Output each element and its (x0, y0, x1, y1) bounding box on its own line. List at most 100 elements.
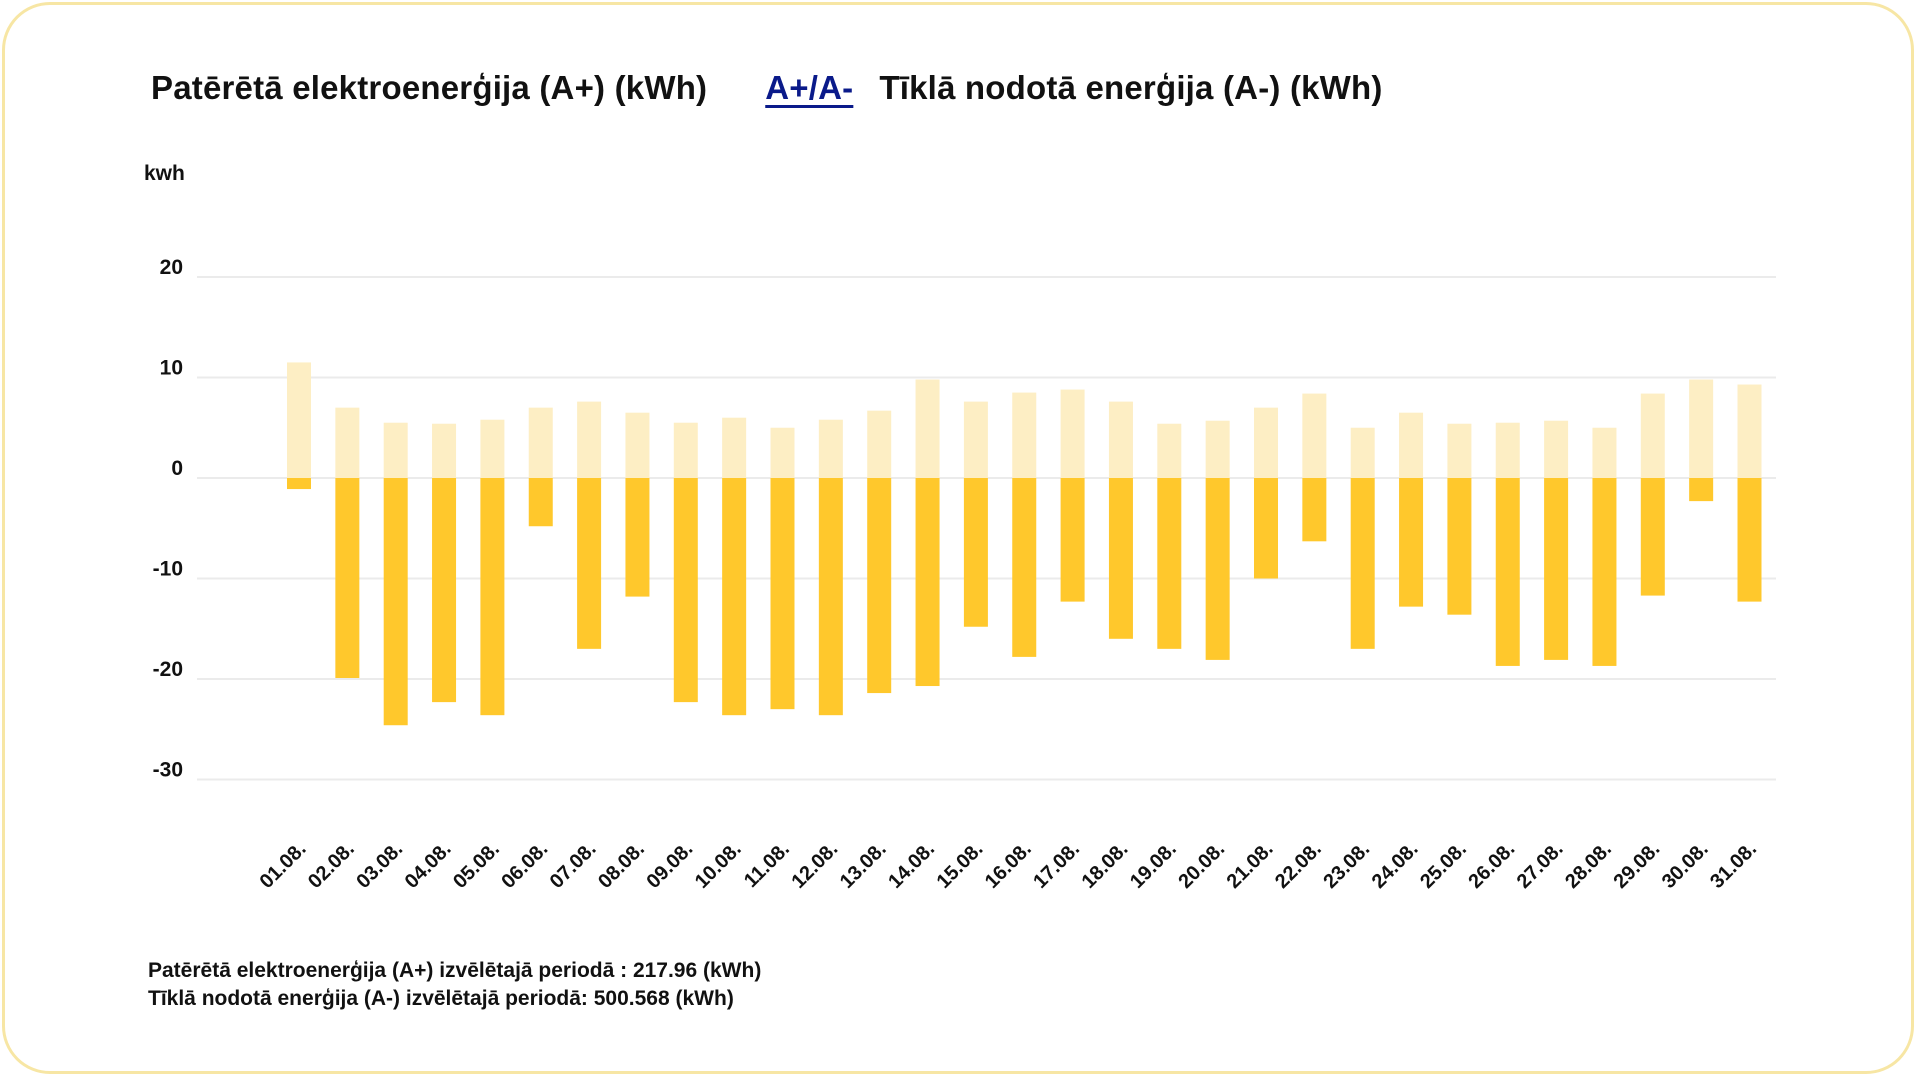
x-tick-label: 03.08. (352, 838, 407, 893)
bar-consumed (1495, 422, 1520, 478)
bar-returned (1157, 478, 1182, 649)
bar-returned (577, 478, 602, 649)
bar-consumed (1302, 393, 1327, 478)
x-tick-label: 13.08. (836, 838, 891, 893)
series-toggle-link[interactable]: A+/A- (765, 69, 854, 106)
chart-header: Patērētā elektroenerģija (A+) (kWh) A+/A… (151, 69, 1383, 107)
bar-returned (1592, 478, 1617, 666)
bar-returned (673, 478, 698, 703)
x-tick-label: 19.08. (1126, 838, 1181, 893)
x-tick-label: 08.08. (594, 838, 649, 893)
y-tick-label: -30 (153, 759, 183, 782)
bar-returned (1350, 478, 1375, 649)
x-tick-label: 23.08. (1319, 838, 1374, 893)
bar-returned (770, 478, 795, 710)
bar-consumed (1254, 407, 1278, 478)
bar-returned (1108, 478, 1133, 639)
x-tick-label: 07.08. (546, 838, 601, 893)
x-tick-label: 10.08. (691, 838, 746, 893)
bar-returned (1495, 478, 1520, 666)
bar-returned (625, 478, 650, 597)
bar-consumed (1737, 384, 1762, 478)
y-tick-label: 0 (171, 457, 183, 480)
bar-consumed (1399, 412, 1424, 478)
bar-returned (528, 478, 553, 527)
x-tick-label: 21.08. (1223, 838, 1278, 893)
x-tick-label: 30.08. (1658, 838, 1713, 893)
bar-returned (818, 478, 843, 716)
bar-returned (1012, 478, 1037, 657)
x-tick-label: 24.08. (1368, 838, 1423, 893)
x-tick-label: 25.08. (1416, 838, 1471, 893)
bar-consumed (1012, 392, 1037, 478)
x-tick-label: 20.08. (1174, 838, 1229, 893)
x-tick-label: 17.08. (1029, 838, 1084, 893)
x-tick-label: 26.08. (1464, 838, 1519, 893)
bar-returned (335, 478, 360, 678)
x-tick-label: 18.08. (1078, 838, 1133, 893)
bar-consumed (383, 422, 408, 478)
bar-consumed (1108, 401, 1133, 478)
y-tick-label: -10 (153, 558, 183, 581)
consumed-title: Patērētā elektroenerģija (A+) (kWh) (151, 69, 708, 106)
bar-returned (867, 478, 892, 694)
bar-returned (1544, 478, 1569, 660)
bar-returned (915, 478, 940, 687)
bar-returned (1689, 478, 1714, 502)
bar-returned (480, 478, 505, 716)
x-tick-label: 16.08. (981, 838, 1036, 893)
consumed-summary: Patērētā elektroenerģija (A+) izvēlētajā… (148, 959, 762, 982)
bar-returned (1205, 478, 1230, 660)
y-tick-label: 20 (160, 256, 183, 279)
bar-consumed (1157, 423, 1182, 478)
bar-consumed (432, 423, 457, 478)
bar-consumed (1592, 427, 1617, 478)
bar-consumed (915, 379, 940, 478)
bar-consumed (1060, 389, 1085, 478)
bar-returned (1060, 478, 1085, 602)
bar-returned (383, 478, 408, 726)
bar-returned (1302, 478, 1327, 542)
bar-consumed (673, 422, 698, 478)
bar-consumed (770, 427, 795, 478)
x-tick-label: 06.08. (497, 838, 552, 893)
bar-consumed (335, 407, 360, 478)
bar-returned (1254, 478, 1278, 579)
y-tick-label: 10 (160, 357, 183, 380)
x-tick-label: 05.08. (449, 838, 504, 893)
x-tick-label: 15.08. (933, 838, 988, 893)
x-tick-label: 01.08. (256, 838, 311, 893)
bar-consumed (963, 401, 988, 478)
bar-consumed (1689, 379, 1714, 478)
bar-consumed (1350, 427, 1375, 478)
bar-consumed (818, 419, 843, 478)
period-summary: Patērētā elektroenerģija (A+) izvēlētajā… (148, 957, 761, 1013)
returned-summary: Tīklā nodotā enerģija (A-) izvēlētajā pe… (148, 987, 734, 1010)
x-tick-label: 22.08. (1271, 838, 1326, 893)
bar-returned (1399, 478, 1424, 607)
y-tick-label: -20 (153, 658, 183, 681)
x-tick-label: 31.08. (1706, 838, 1761, 893)
x-tick-label: 11.08. (740, 838, 794, 892)
bar-consumed (1640, 393, 1665, 478)
x-tick-label: 29.08. (1609, 838, 1664, 893)
x-tick-label: 02.08. (304, 838, 359, 893)
y-axis-unit-label: kwh (144, 162, 185, 185)
bar-consumed (1205, 420, 1230, 478)
bar-consumed (1544, 420, 1569, 478)
bar-consumed (1447, 423, 1472, 478)
bar-consumed (480, 419, 505, 478)
bar-returned (963, 478, 988, 627)
bar-returned (1447, 478, 1472, 615)
bar-consumed (867, 410, 892, 478)
bar-consumed (722, 417, 747, 478)
bar-returned (1640, 478, 1665, 596)
x-tick-label: 27.08. (1513, 838, 1568, 893)
bar-returned (1737, 478, 1762, 602)
x-tick-label: 12.08. (788, 838, 843, 893)
x-tick-label: 28.08. (1561, 838, 1616, 893)
bar-consumed (287, 362, 311, 478)
returned-title: Tīklā nodotā enerģija (A-) (kWh) (879, 69, 1383, 106)
bar-consumed (528, 407, 553, 478)
